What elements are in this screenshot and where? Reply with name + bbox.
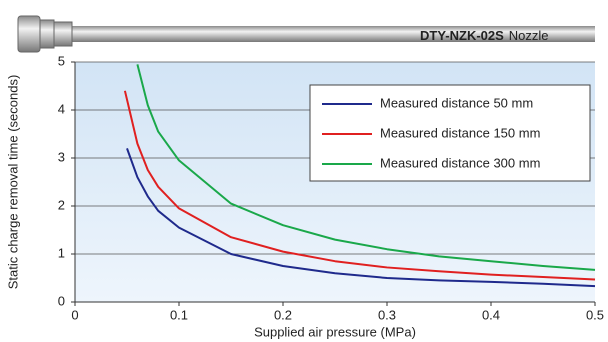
y-tick-label: 0	[58, 293, 65, 308]
legend-label: Measured distance 300 mm	[380, 155, 540, 170]
legend: Measured distance 50 mm Measured distance…	[309, 84, 591, 182]
x-tick-label: 0	[71, 307, 78, 322]
product-label: DTY-NZK-02S Nozzle	[420, 28, 549, 43]
x-tick-label: 0.1	[170, 307, 188, 322]
x-tick-label: 0.5	[586, 307, 604, 322]
y-tick-label: 5	[58, 53, 65, 68]
x-tick-label: 0.3	[378, 307, 396, 322]
x-tick-label: 0.4	[482, 307, 500, 322]
x-axis-label: Supplied air pressure (MPa)	[254, 324, 416, 339]
data-line	[136, 64, 596, 271]
y-tick-label: 1	[58, 245, 65, 260]
y-axis-label: Static charge removal time (seconds)	[5, 75, 20, 290]
y-tick-label: 3	[58, 149, 65, 164]
x-tick-label: 0.2	[274, 307, 292, 322]
y-tick-label: 2	[58, 197, 65, 212]
data-line	[123, 90, 596, 281]
product-type: Nozzle	[509, 28, 549, 43]
model: DTY-NZK-02S	[420, 28, 504, 43]
nozzle-image	[17, 15, 595, 53]
legend-label: Measured distance 50 mm	[380, 95, 533, 110]
data-line	[126, 148, 596, 288]
y-tick-label: 4	[58, 101, 65, 116]
legend-label: Measured distance 150 mm	[380, 125, 540, 140]
